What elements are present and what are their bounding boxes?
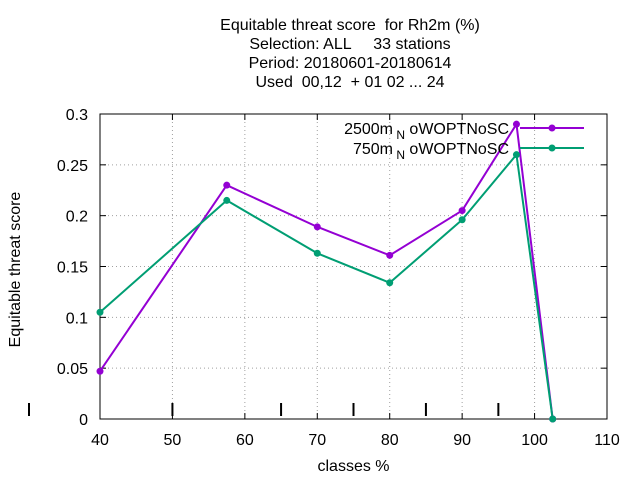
data-point: [313, 223, 321, 231]
y-axis-label: Equitable threat score: [7, 192, 24, 348]
series-2: [96, 151, 557, 423]
data-point: [512, 151, 520, 159]
x-tick-label: 60: [236, 432, 254, 449]
class-boundary-markers: [28, 403, 500, 416]
y-tick-label: 0: [79, 412, 88, 429]
title-line-1: Equitable threat score for Rh2m (%): [220, 17, 480, 34]
legend-marker: [548, 124, 556, 132]
legend-label: 2500m N oWOPTNoSC: [344, 121, 509, 142]
data-point: [549, 415, 557, 423]
title-line-4: Used 00,12 + 01 02 ... 24: [255, 74, 445, 91]
x-tick-label: 40: [91, 432, 109, 449]
y-tick-label: 0.1: [66, 310, 88, 327]
x-tick-label: 90: [453, 432, 471, 449]
title-line-2: Selection: ALL 33 stations: [249, 36, 451, 53]
series-line: [99, 153, 554, 420]
title-line-3: Period: 20180601-20180614: [248, 55, 452, 72]
x-axis-label: classes %: [317, 458, 389, 475]
y-tick-label: 0.25: [57, 158, 88, 175]
data-point: [458, 207, 466, 215]
data-point: [386, 251, 394, 259]
data-point: [96, 367, 104, 375]
series-layer: [96, 120, 557, 423]
legend-label: 750m N oWOPTNoSC: [353, 141, 509, 162]
x-tick-label: 80: [381, 432, 399, 449]
x-tick-label: 50: [164, 432, 182, 449]
y-tick-label: 0.15: [57, 260, 88, 277]
x-tick-labels: 40 50 60 70 80 90 100 110: [91, 432, 620, 449]
y-tick-label: 0.05: [57, 361, 88, 378]
y-tick-label: 0.3: [66, 107, 88, 124]
data-point: [96, 308, 104, 316]
data-point: [458, 216, 466, 224]
y-tick-labels: 0 0.05 0.1 0.15 0.2 0.25 0.3: [57, 107, 88, 429]
x-tick-label: 100: [521, 432, 548, 449]
data-point: [223, 196, 231, 204]
chart-title: Equitable threat score for Rh2m (%) Sele…: [0, 16, 640, 92]
x-tick-label: 110: [594, 432, 620, 449]
data-point: [512, 120, 520, 128]
data-point: [223, 181, 231, 189]
data-point: [386, 279, 394, 287]
series-line: [99, 123, 554, 420]
data-point: [313, 249, 321, 257]
y-tick-label: 0.2: [66, 209, 88, 226]
series-1: [96, 120, 557, 423]
x-tick-label: 70: [308, 432, 326, 449]
legend-marker: [548, 144, 556, 152]
